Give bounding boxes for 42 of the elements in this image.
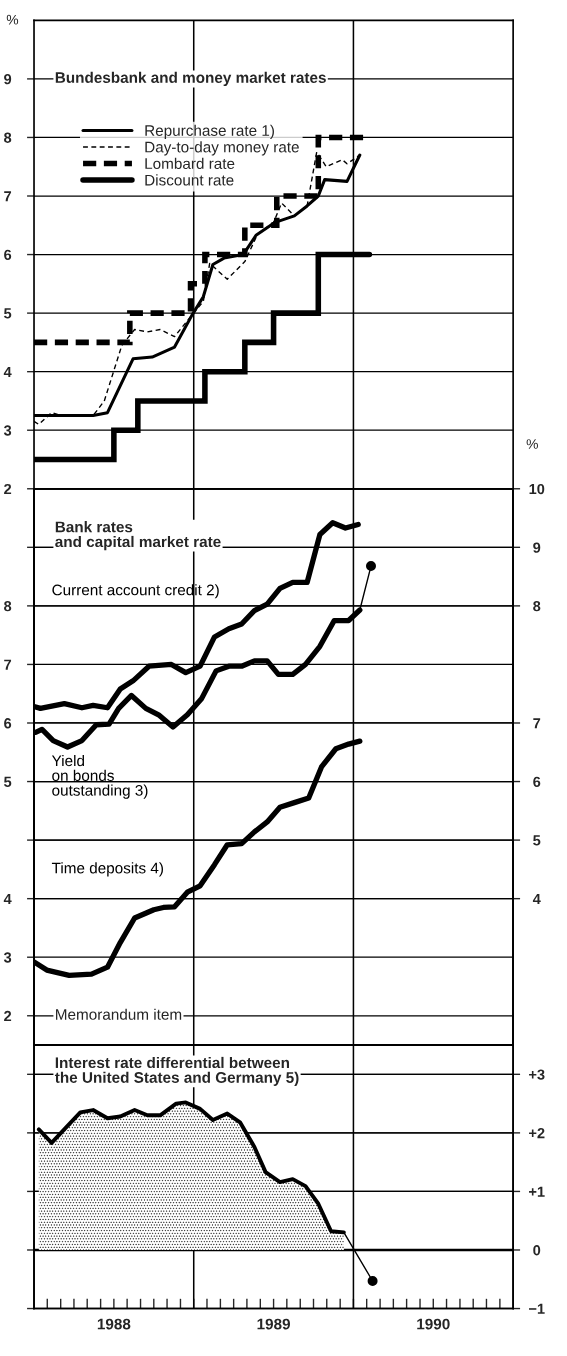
series-label: Yield on bonds outstanding 3) (51, 754, 148, 799)
y2-tick-label: −1 (529, 1303, 545, 1314)
text: Bundesbank and money market rates (55, 71, 326, 87)
y-tick-label: 6 (4, 249, 12, 260)
y2-tick-label: +2 (529, 1127, 545, 1139)
y2-tick-label: 8 (533, 600, 541, 612)
legend-label: Discount rate (145, 174, 234, 186)
y2-axis-title: % (526, 439, 538, 449)
y-tick-label: 7 (4, 659, 12, 670)
y2-tick-label: +3 (529, 1069, 545, 1080)
text: Interest rate differential between the United States and Germany 5) (54, 1056, 299, 1086)
y2-tick-label: 7 (533, 718, 541, 729)
y-tick-label: 4 (3, 366, 12, 377)
y2-tick-label: 0 (533, 1245, 541, 1256)
y-axis-title: % (6, 14, 19, 25)
legend-label: Repurchase rate 1) (145, 124, 274, 139)
y-tick-label: 3 (3, 425, 12, 436)
y2-tick-label: 6 (533, 776, 541, 787)
series-label: Time deposits 4) (51, 862, 163, 877)
y2-tick-label: 10 (529, 483, 545, 495)
legend-label: Day-to-day money rate (145, 141, 299, 156)
y-tick-label: 6 (4, 718, 12, 729)
x-tick-label: 1990 (417, 1318, 450, 1330)
chart-subtitle: Memorandum item (56, 1008, 182, 1020)
y2-tick-label: 9 (533, 542, 541, 553)
y-tick-label: 2 (4, 483, 12, 495)
y-tick-label: 7 (4, 191, 12, 202)
x-tick-label: 1988 (97, 1318, 131, 1330)
y-tick-label: 4 (3, 893, 12, 904)
y-tick-label: 5 (4, 308, 12, 319)
y2-tick-label: +1 (529, 1186, 545, 1197)
y2-tick-label: 5 (533, 835, 541, 846)
y-tick-label: 5 (4, 776, 12, 787)
y-tick-label: 8 (4, 600, 12, 612)
y-tick-label: 9 (4, 74, 12, 85)
y-tick-label: 2 (4, 1010, 12, 1022)
y-tick-label: 3 (3, 952, 12, 963)
x-tick-label: 1989 (257, 1318, 291, 1330)
y2-tick-label: 4 (532, 893, 541, 904)
text: Bank rates and capital market rate (55, 521, 221, 551)
y-tick-label: 8 (4, 132, 12, 143)
legend-label: Lombard rate (145, 157, 235, 170)
